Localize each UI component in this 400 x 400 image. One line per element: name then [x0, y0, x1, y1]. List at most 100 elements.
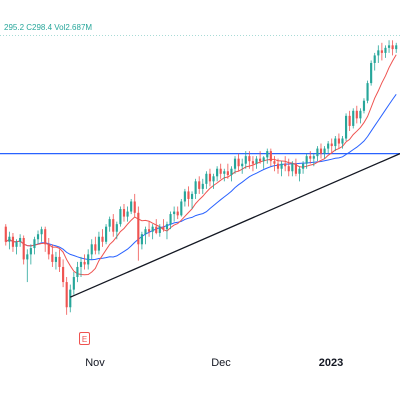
candle-body [72, 277, 75, 290]
candle-body [162, 226, 165, 230]
candle-body [183, 191, 186, 202]
x-tick-2023: 2023 [318, 357, 344, 369]
candle-body [105, 226, 108, 242]
candle-body [262, 157, 265, 162]
candle-body [226, 171, 229, 176]
candle-body [352, 110, 355, 126]
candle-body [344, 115, 348, 139]
candle-body [54, 256, 58, 262]
candle-body [237, 158, 240, 167]
candle-body [377, 50, 380, 56]
candle-body [44, 229, 47, 245]
x-tick-dec: Dec [211, 357, 231, 369]
candle-body [180, 201, 183, 216]
candle-body [387, 45, 391, 48]
candle-body [391, 45, 394, 50]
candle-body [187, 191, 190, 199]
candle-body [298, 168, 301, 174]
candle-body [76, 266, 79, 278]
candle-body [83, 261, 86, 265]
candle-body [119, 209, 122, 225]
candle-body [212, 176, 215, 182]
candle-body [302, 163, 305, 169]
candle-body [90, 244, 93, 255]
candle-body [87, 254, 90, 265]
candle-body [79, 261, 83, 267]
candle-body [205, 173, 208, 184]
candle-body [359, 110, 362, 119]
candle-body [323, 148, 326, 154]
candle-body [158, 226, 161, 233]
candle-body [251, 161, 255, 164]
candle-body [284, 163, 287, 167]
candle-body [373, 55, 376, 63]
candle-body [305, 156, 308, 164]
candle-body [294, 163, 297, 174]
candle-body [219, 168, 222, 174]
candle-body [266, 151, 269, 158]
candle-body [155, 226, 158, 233]
x-tick-nov: Nov [85, 357, 105, 369]
candle-body [112, 219, 115, 232]
candle-body [58, 256, 61, 267]
candle-body [126, 211, 129, 217]
candle-body [190, 193, 194, 199]
candle-body [15, 241, 18, 247]
candle-body [384, 47, 387, 53]
candle-body [244, 156, 247, 164]
candle-body [366, 83, 369, 101]
candle-body [97, 236, 100, 251]
candle-body [194, 181, 197, 194]
candle-body [165, 224, 169, 230]
candle-body [198, 181, 201, 189]
candle-body [62, 266, 65, 283]
candle-body [47, 244, 50, 255]
candle-body [248, 156, 251, 162]
candle-body [291, 163, 294, 172]
bottom-bar [0, 380, 400, 400]
candle-body [22, 238, 25, 260]
candle-body [133, 201, 136, 213]
candle-body [230, 168, 233, 176]
candle-body [370, 62, 373, 84]
candle-body [169, 214, 172, 225]
candle-body [8, 236, 11, 242]
support-trendline [70, 153, 400, 298]
candle-body [362, 100, 366, 111]
candle-body [312, 156, 315, 159]
candle-body [380, 50, 383, 53]
candle-body [259, 158, 262, 162]
candle-body [101, 236, 104, 242]
candle-body [355, 110, 358, 119]
candle-body [19, 238, 22, 242]
candle-body [208, 173, 212, 182]
candle-body [273, 161, 276, 164]
candle-body [140, 234, 143, 245]
candle-body [4, 226, 7, 242]
chart-plot[interactable] [0, 0, 400, 380]
candle-body [330, 143, 333, 147]
candle-body [316, 148, 319, 157]
candle-body [348, 115, 351, 126]
candle-body [241, 163, 244, 167]
candle-body [337, 138, 340, 144]
candle-body [26, 254, 29, 260]
candle-body [341, 138, 344, 144]
candle-body [287, 166, 290, 172]
candle-body [122, 209, 126, 217]
candle-body [255, 158, 258, 164]
ohlc-legend: 295.2 C298.4 Vol2.687M [4, 23, 93, 32]
candle-body [69, 289, 72, 308]
candle-body [223, 171, 226, 174]
earnings-marker[interactable]: E [79, 332, 90, 345]
candle-body [327, 143, 330, 149]
candle-body [115, 224, 118, 232]
candle-body [233, 158, 237, 169]
candle-body [36, 234, 40, 240]
candle-body [65, 282, 68, 308]
candle-body [201, 183, 204, 189]
candle-body [151, 226, 154, 232]
candle-body [51, 254, 54, 262]
candle-body [29, 248, 32, 255]
